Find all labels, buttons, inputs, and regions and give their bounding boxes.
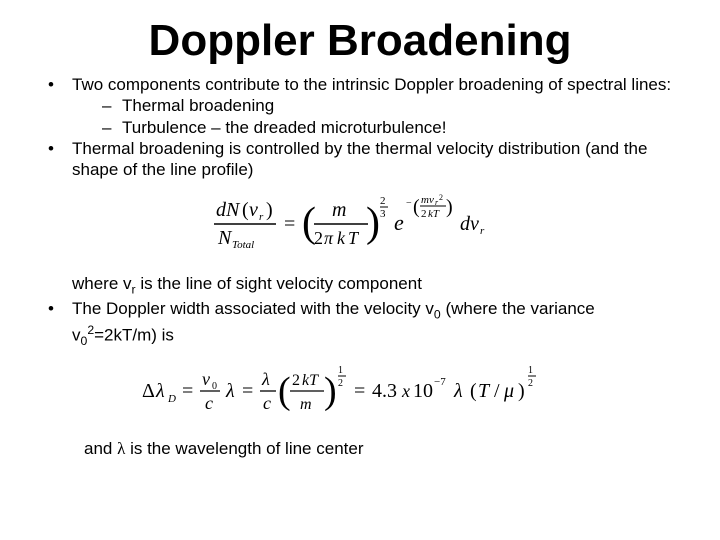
svg-text:1: 1 (528, 365, 533, 376)
svg-text:−7: −7 (434, 376, 446, 388)
svg-text:/: / (494, 380, 500, 402)
svg-text:=: = (284, 213, 295, 235)
svg-text:λ: λ (261, 369, 270, 389)
bullet-2: Thermal broadening is controlled by the … (44, 138, 676, 181)
svg-text:c: c (205, 393, 213, 413)
svg-text:1: 1 (338, 365, 343, 376)
svg-text:mv: mv (421, 194, 434, 206)
bullet-list-2: The Doppler width associated with the ve… (44, 298, 676, 349)
svg-text:e: e (394, 210, 404, 235)
svg-text:c: c (263, 393, 271, 413)
svg-text:v: v (202, 369, 210, 389)
svg-text:2: 2 (292, 372, 300, 389)
bullet-1-text: Two components contribute to the intrins… (72, 75, 671, 94)
svg-text:(: ( (470, 380, 477, 402)
svg-text:=: = (242, 380, 253, 402)
where-suffix: is the line of sight velocity component (136, 274, 422, 293)
svg-text:T: T (348, 228, 360, 248)
equation-2: Δ λ D = v 0 c λ = λ c ( 2 (44, 361, 676, 428)
svg-text:=: = (182, 380, 193, 402)
bullet-3: The Doppler width associated with the ve… (44, 298, 676, 349)
svg-text:λ: λ (453, 380, 463, 402)
svg-text:3: 3 (380, 208, 386, 220)
svg-text:4.3: 4.3 (372, 380, 397, 402)
footer-a: and (84, 439, 117, 458)
svg-text:m: m (300, 396, 312, 413)
svg-text:): ) (446, 196, 453, 218)
svg-text:): ) (266, 199, 273, 221)
svg-text:(: ( (413, 196, 420, 218)
svg-text:T: T (478, 380, 491, 402)
svg-text:): ) (518, 380, 525, 402)
svg-text:π: π (324, 228, 334, 248)
bullet-1-sub-2: Turbulence – the dreaded microturbulence… (100, 117, 676, 138)
svg-text:μ: μ (503, 380, 514, 402)
svg-text:N: N (217, 227, 233, 249)
slide: Doppler Broadening Two components contri… (0, 0, 720, 540)
bullet-3-a: The Doppler width associated with the ve… (72, 299, 434, 318)
bullet-2-text: Thermal broadening is controlled by the … (72, 139, 647, 179)
svg-text:kT: kT (302, 372, 319, 389)
svg-text:k: k (337, 228, 346, 248)
svg-text:x: x (401, 381, 410, 401)
svg-text:dN: dN (216, 199, 241, 221)
equation-1-svg: dN ( v r ) N Total = ( m 2 π k (210, 192, 510, 258)
where-line: where vr is the line of sight velocity c… (44, 273, 676, 298)
slide-body: Two components contribute to the intrins… (0, 64, 720, 459)
svg-text:Δ: Δ (142, 380, 155, 402)
svg-text:2: 2 (439, 193, 443, 202)
bullet-1-sub-1: Thermal broadening (100, 95, 676, 116)
svg-text:kT: kT (428, 208, 440, 220)
bullet-3-c: =2kT/m) is (94, 325, 174, 344)
svg-text:10: 10 (413, 380, 433, 402)
svg-text:Total: Total (232, 239, 254, 251)
svg-text:): ) (324, 370, 337, 412)
svg-text:=: = (354, 380, 365, 402)
where-prefix: where v (72, 274, 132, 293)
svg-text:λ: λ (155, 380, 165, 402)
bullet-3-sub0: 0 (434, 308, 441, 322)
svg-text:2: 2 (338, 378, 343, 389)
svg-text:2: 2 (528, 378, 533, 389)
equation-1: dN ( v r ) N Total = ( m 2 π k (44, 192, 676, 263)
bullet-list: Two components contribute to the intrins… (44, 74, 676, 180)
footer-line: and λ is the wavelength of line center (44, 438, 676, 459)
svg-text:D: D (167, 393, 176, 405)
svg-text:(: ( (278, 370, 291, 412)
svg-text:2: 2 (314, 228, 323, 248)
footer-b: is the wavelength of line center (125, 439, 363, 458)
svg-text:dv: dv (460, 213, 479, 235)
svg-text:v: v (249, 199, 258, 221)
svg-text:2: 2 (421, 208, 427, 220)
svg-text:(: ( (242, 199, 249, 221)
slide-title: Doppler Broadening (0, 0, 720, 64)
svg-text:m: m (332, 199, 346, 221)
svg-text:2: 2 (380, 195, 386, 207)
equation-2-svg: Δ λ D = v 0 c λ = λ c ( 2 (140, 361, 580, 423)
svg-text:r: r (480, 225, 485, 237)
bullet-1: Two components contribute to the intrins… (44, 74, 676, 138)
svg-text:λ: λ (225, 380, 235, 402)
svg-text:r: r (259, 211, 264, 223)
svg-text:): ) (366, 200, 380, 246)
bullet-1-sublist: Thermal broadening Turbulence – the drea… (72, 95, 676, 138)
svg-text:−: − (406, 198, 412, 209)
